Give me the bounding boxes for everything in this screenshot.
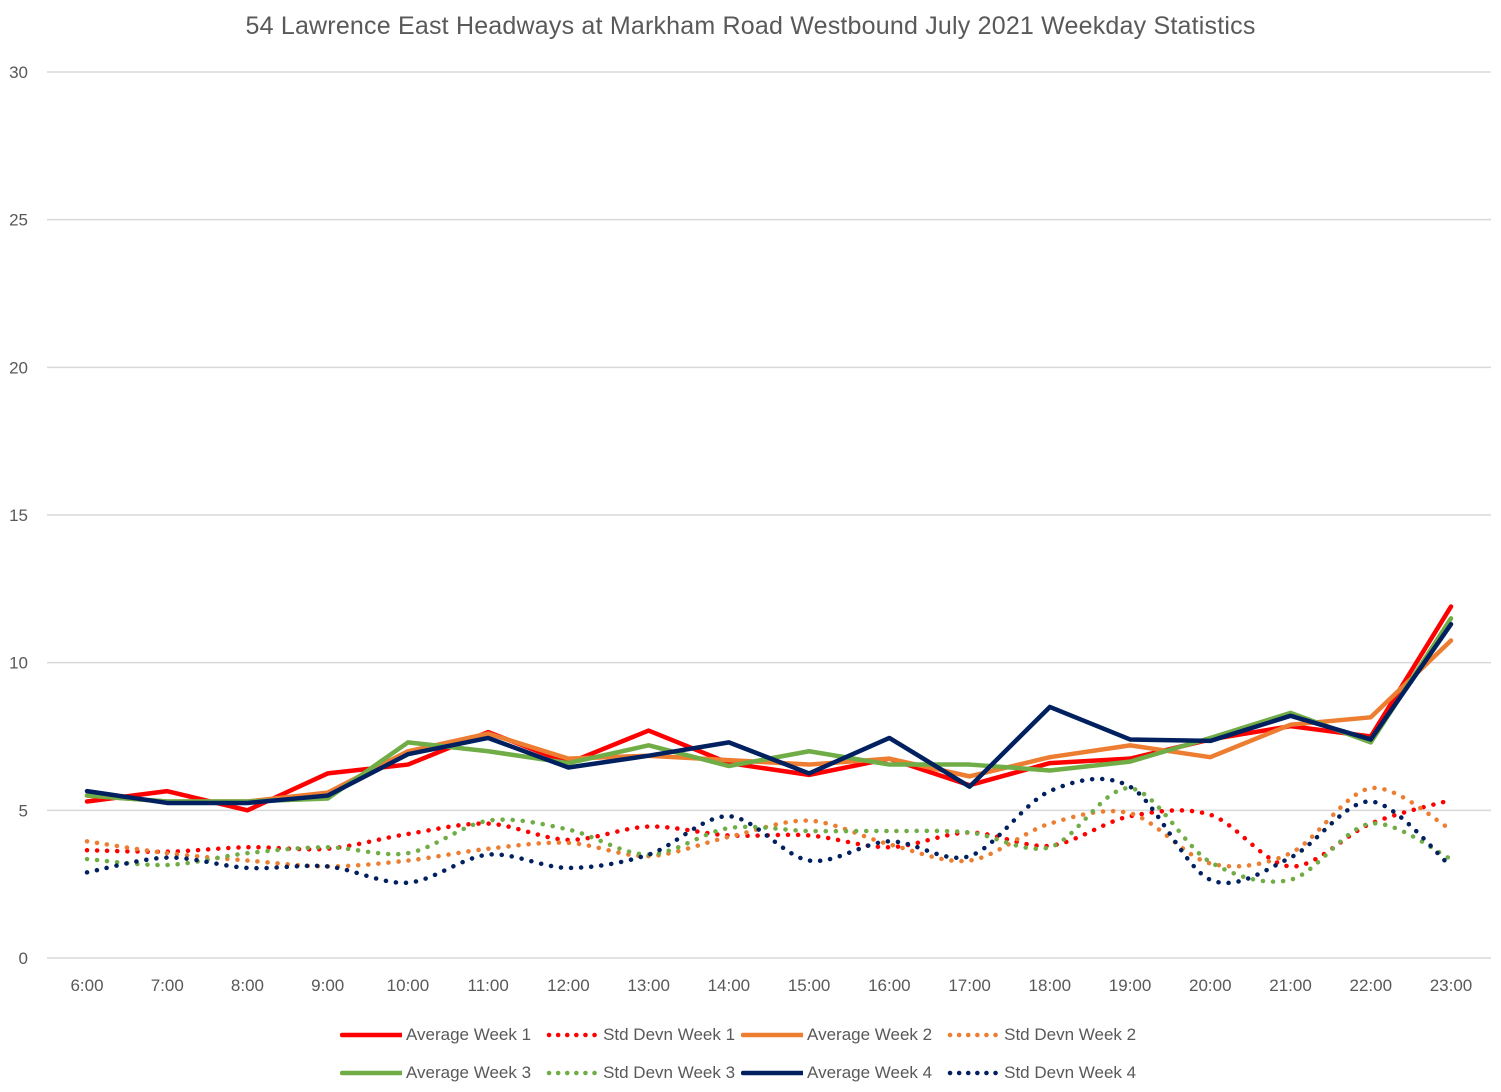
x-tick-label: 11:00 [468, 976, 509, 995]
x-tick-label: 21:00 [1269, 976, 1312, 995]
solid-line-swatch-icon [340, 1028, 402, 1042]
legend-label: Average Week 1 [406, 1025, 532, 1044]
series-line-std-devn-week-3 [84, 785, 1454, 884]
legend-label: Std Devn Week 2 [1004, 1025, 1137, 1044]
x-tick-label: 12:00 [547, 976, 590, 995]
y-tick-label: 0 [19, 949, 28, 968]
series-line-average-week-3 [84, 616, 1454, 804]
solid-line-swatch-icon [741, 1066, 804, 1080]
legend-label: Average Week 4 [807, 1063, 933, 1082]
legend-row: Average Week 3 Std Devn Week 3 Average Wee… [340, 1054, 1200, 1092]
x-tick-label: 20:00 [1189, 976, 1232, 995]
legend-item: Average Week 2 [741, 1025, 932, 1045]
chart-title: 54 Lawrence East Headways at Markham Roa… [245, 12, 1256, 40]
y-tick-label: 25 [9, 211, 28, 230]
legend-label: Average Week 2 [807, 1025, 933, 1044]
y-tick-label: 30 [9, 63, 28, 82]
legend-label: Std Devn Week 1 [603, 1025, 736, 1044]
dotted-line-swatch-icon [537, 1066, 600, 1080]
legend-label: Std Devn Week 4 [1004, 1063, 1137, 1082]
y-axis-tick-labels: 0 5 10 15 20 25 30 [9, 63, 28, 968]
dotted-line-swatch-icon [537, 1028, 600, 1042]
x-tick-label: 9:00 [311, 976, 344, 995]
x-tick-label: 14:00 [708, 976, 751, 995]
series-line-average-week-4 [84, 622, 1454, 806]
x-tick-label: 7:00 [151, 976, 184, 995]
x-tick-label: 6:00 [70, 976, 103, 995]
x-tick-label: 17:00 [948, 976, 991, 995]
x-tick-label: 19:00 [1109, 976, 1152, 995]
series-line-average-week-2 [84, 638, 1454, 804]
x-axis-tick-labels: 6:00 7:00 8:00 9:00 10:00 11:00 12:00 13:00 14:0… [70, 976, 1472, 995]
series-lines [84, 604, 1454, 886]
legend-item: Average Week 1 [340, 1025, 531, 1045]
solid-line-swatch-icon [741, 1028, 804, 1042]
y-tick-label: 5 [19, 801, 28, 820]
chart-legend: Average Week 1 Std Devn Week 1 Average Wee… [340, 1016, 1200, 1092]
x-tick-label: 8:00 [231, 976, 264, 995]
series-line-std-devn-week-4 [84, 776, 1454, 886]
dotted-line-swatch-icon [938, 1028, 1001, 1042]
x-tick-label: 18:00 [1029, 976, 1072, 995]
legend-item: Average Week 4 [741, 1063, 932, 1083]
legend-item: Average Week 3 [340, 1063, 531, 1083]
series-line-average-week-1 [84, 604, 1454, 813]
x-tick-label: 16:00 [868, 976, 911, 995]
solid-line-swatch-icon [340, 1066, 402, 1080]
legend-item: Std Devn Week 2 [938, 1025, 1136, 1045]
chart-plot-area: 0 5 10 15 20 25 30 6:00 7:00 8:00 9:00 10:00 11:00 1… [9, 63, 1491, 995]
x-tick-label: 13:00 [627, 976, 670, 995]
legend-label: Average Week 3 [406, 1063, 532, 1082]
legend-item: Std Devn Week 4 [938, 1063, 1136, 1083]
x-tick-label: 10:00 [387, 976, 430, 995]
legend-item: Std Devn Week 1 [537, 1025, 735, 1045]
x-tick-label: 15:00 [788, 976, 831, 995]
y-tick-label: 10 [9, 654, 28, 673]
dotted-line-swatch-icon [938, 1066, 1001, 1080]
x-tick-label: 22:00 [1349, 976, 1392, 995]
legend-label: Std Devn Week 3 [603, 1063, 736, 1082]
legend-row: Average Week 1 Std Devn Week 1 Average Wee… [340, 1016, 1200, 1054]
x-tick-label: 23:00 [1430, 976, 1473, 995]
gridlines [47, 71, 1491, 959]
legend-item: Std Devn Week 3 [537, 1063, 735, 1083]
y-tick-label: 20 [9, 358, 28, 377]
y-tick-label: 15 [9, 506, 28, 525]
